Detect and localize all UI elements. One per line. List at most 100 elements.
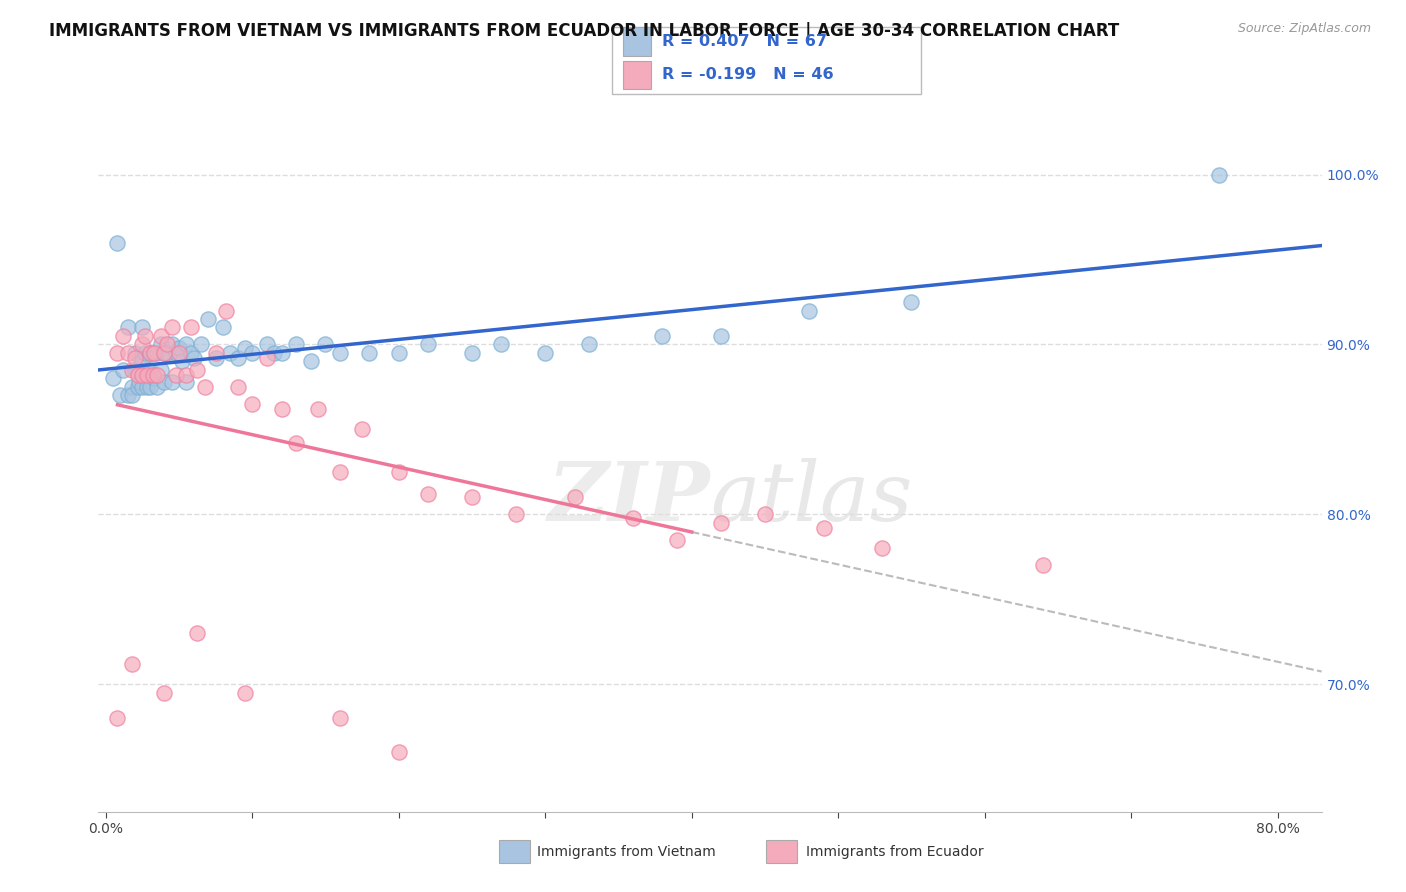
Point: [138, 346, 160, 360]
Point: [121, 657, 143, 671]
Point: [307, 402, 329, 417]
Point: [197, 312, 219, 326]
Point: [797, 303, 820, 318]
Point: [131, 320, 153, 334]
Point: [135, 363, 157, 377]
Point: [117, 388, 139, 402]
Point: [754, 508, 776, 522]
Text: ZIP: ZIP: [547, 458, 710, 538]
Point: [165, 368, 187, 382]
Point: [127, 380, 149, 394]
Point: [270, 402, 292, 417]
Point: [388, 346, 411, 360]
Point: [134, 346, 156, 360]
Point: [160, 337, 183, 351]
Point: [128, 375, 150, 389]
Point: [150, 337, 173, 351]
Point: [180, 346, 202, 360]
Point: [146, 368, 169, 382]
Point: [416, 487, 439, 501]
Point: [101, 371, 124, 385]
Point: [900, 295, 922, 310]
Point: [186, 626, 208, 640]
Point: [167, 346, 190, 360]
Point: [215, 303, 238, 318]
Point: [156, 346, 179, 360]
Point: [170, 354, 193, 368]
Point: [180, 320, 202, 334]
Point: [153, 346, 176, 360]
Text: Source: ZipAtlas.com: Source: ZipAtlas.com: [1237, 22, 1371, 36]
Point: [124, 363, 146, 377]
Point: [314, 337, 336, 351]
Point: [226, 380, 249, 394]
Point: [299, 354, 322, 368]
Point: [461, 346, 484, 360]
Point: [190, 337, 212, 351]
Point: [256, 351, 278, 365]
Point: [870, 541, 893, 556]
Point: [153, 686, 176, 700]
Point: [578, 337, 600, 351]
Point: [107, 711, 129, 725]
Point: [666, 533, 689, 547]
Point: [138, 363, 160, 377]
Point: [285, 436, 308, 450]
Point: [1032, 558, 1054, 573]
Point: [710, 516, 733, 530]
Point: [153, 375, 176, 389]
Point: [212, 320, 235, 334]
Point: [135, 380, 157, 394]
Point: [117, 320, 139, 334]
Point: [143, 371, 166, 385]
Point: [240, 397, 263, 411]
Point: [165, 346, 187, 360]
Point: [131, 337, 153, 351]
Text: Immigrants from Vietnam: Immigrants from Vietnam: [537, 845, 716, 859]
Text: R = 0.407   N = 67: R = 0.407 N = 67: [662, 34, 827, 49]
Point: [359, 346, 381, 360]
Point: [134, 329, 156, 343]
Point: [186, 363, 208, 377]
Point: [142, 368, 165, 382]
Point: [240, 346, 263, 360]
Point: [534, 346, 557, 360]
Point: [143, 346, 166, 360]
Point: [138, 380, 160, 394]
Point: [131, 354, 153, 368]
Point: [131, 368, 153, 382]
Point: [127, 363, 149, 377]
Point: [1208, 168, 1230, 182]
Point: [135, 368, 157, 382]
Point: [491, 337, 513, 351]
Point: [142, 346, 165, 360]
Point: [651, 329, 673, 343]
Point: [124, 351, 146, 365]
Point: [226, 351, 249, 365]
Point: [204, 351, 226, 365]
Point: [621, 510, 644, 524]
Point: [176, 375, 198, 389]
Point: [107, 346, 129, 360]
Point: [146, 346, 169, 360]
Point: [156, 337, 179, 351]
Point: [121, 388, 143, 402]
Point: [153, 346, 176, 360]
Text: atlas: atlas: [710, 458, 912, 538]
Point: [263, 346, 285, 360]
Point: [270, 346, 292, 360]
Point: [388, 745, 411, 759]
Point: [121, 380, 143, 394]
Point: [329, 346, 352, 360]
Point: [150, 363, 173, 377]
Point: [150, 329, 173, 343]
Point: [176, 337, 198, 351]
Point: [138, 346, 160, 360]
Point: [204, 346, 226, 360]
Point: [710, 329, 733, 343]
Point: [110, 388, 132, 402]
Text: IMMIGRANTS FROM VIETNAM VS IMMIGRANTS FROM ECUADOR IN LABOR FORCE | AGE 30-34 CO: IMMIGRANTS FROM VIETNAM VS IMMIGRANTS FR…: [49, 22, 1119, 40]
Point: [505, 508, 527, 522]
Point: [352, 422, 374, 436]
Point: [112, 363, 135, 377]
